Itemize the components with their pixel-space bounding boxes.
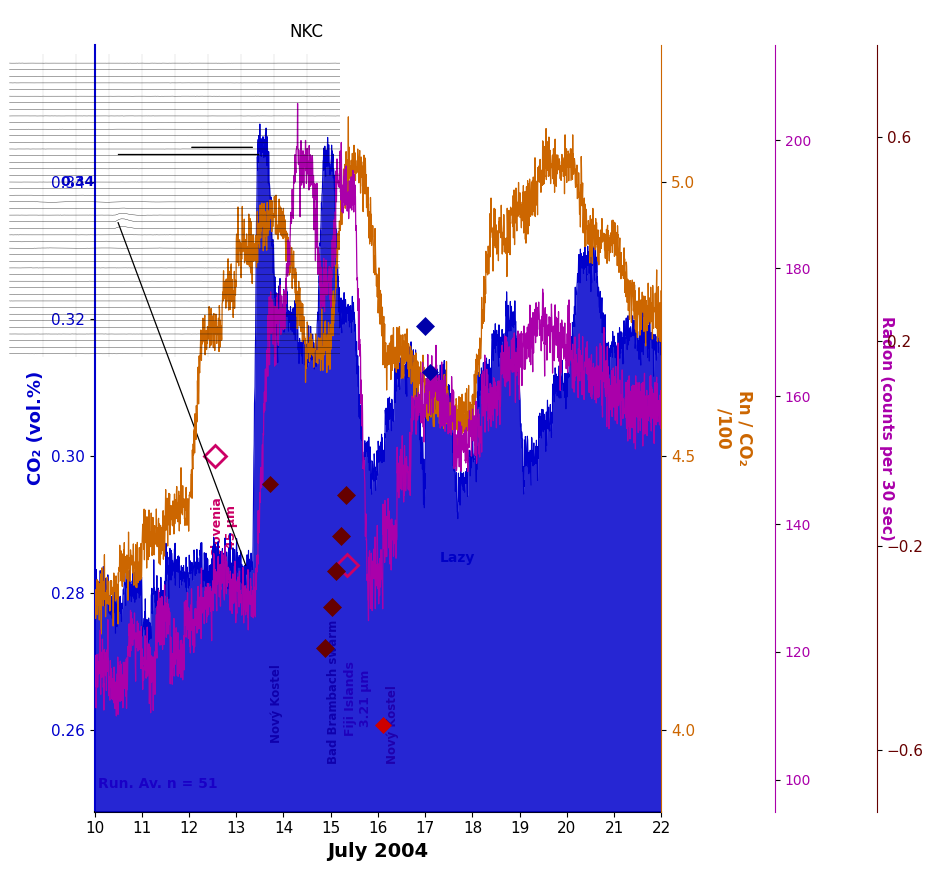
Y-axis label: CO₂ (vol.%): CO₂ (vol.%) <box>27 371 45 485</box>
Text: Nový Kostel: Nový Kostel <box>270 665 283 743</box>
Text: Nový Kostel: Nový Kostel <box>385 685 398 764</box>
Text: NKC: NKC <box>290 23 323 41</box>
Text: 2004-07-12: 2004-07-12 <box>0 177 1 234</box>
Y-axis label: Rn / CO₂
/100: Rn / CO₂ /100 <box>714 390 753 467</box>
Text: Fiji Islands
3.21 μm: Fiji Islands 3.21 μm <box>344 661 371 736</box>
Text: Lazy: Lazy <box>439 551 474 566</box>
Y-axis label: Radon (counts per 30 sec): Radon (counts per 30 sec) <box>879 316 894 541</box>
X-axis label: July 2004: July 2004 <box>327 842 429 861</box>
Text: Run. Av. n = 51: Run. Av. n = 51 <box>98 777 218 791</box>
Text: 0.34: 0.34 <box>60 175 94 188</box>
Text: Slovenia
45 μm: Slovenia 45 μm <box>211 497 238 557</box>
Text: Bad Brambach swarm: Bad Brambach swarm <box>327 620 339 764</box>
